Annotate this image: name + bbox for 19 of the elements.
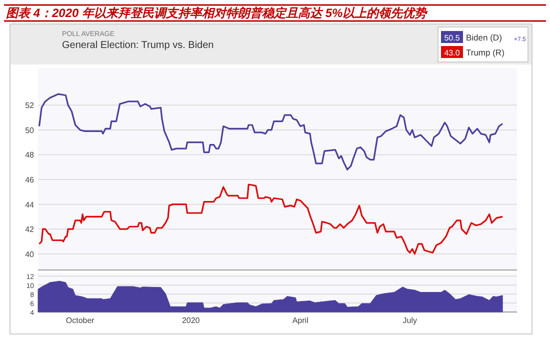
text: 50.5	[444, 34, 460, 42]
y-tick-label: 48	[25, 150, 35, 160]
y-tick-label: 44	[25, 200, 35, 210]
text: 43.0	[444, 48, 460, 58]
line-series	[38, 184, 504, 255]
title: 图表 4：2020 年以来拜登民调支持率相对特朗普稳定且高达 5%以上的领先优势	[6, 6, 427, 20]
x-tick-label: 2020	[182, 316, 200, 325]
x-tick-label: October	[66, 316, 95, 325]
y-tick-label: 46	[25, 176, 35, 185]
subtitle: General Election: Trump vs. Biden	[62, 40, 214, 51]
legend-label: Biden (D)	[466, 32, 502, 42]
y-tick-label: 42	[25, 225, 35, 234]
line-series	[38, 93, 504, 170]
x-tick-label: April	[292, 316, 309, 325]
y-tick-label: 50	[25, 126, 35, 135]
y-tick-label: 52	[25, 101, 35, 110]
legend-label: Trump (R)	[466, 48, 505, 58]
y-tick-label: 40	[25, 250, 35, 259]
x-tick-label: July	[402, 316, 418, 325]
